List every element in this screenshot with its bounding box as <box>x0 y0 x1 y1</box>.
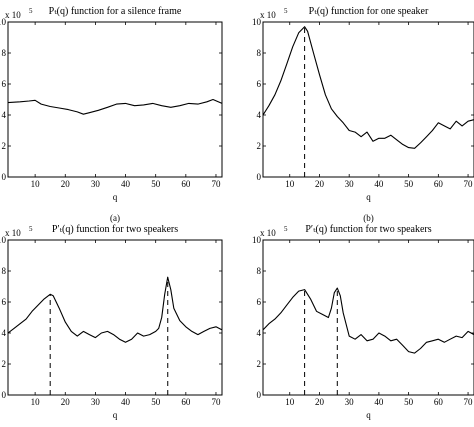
x-tick-label: 30 <box>345 179 355 189</box>
y-tick-label: 2 <box>2 359 7 369</box>
x-tick-label: 50 <box>404 179 414 189</box>
x-tick-label: 20 <box>315 179 325 189</box>
x-tick-label: 40 <box>374 179 384 189</box>
y-exponent-power: 5 <box>29 225 33 233</box>
series-line <box>7 276 223 343</box>
series-line <box>262 26 474 149</box>
x-tick-label: 60 <box>181 397 191 407</box>
x-tick-label: 10 <box>31 397 41 407</box>
chart-title: P′ₜ(q) function for two speakers <box>52 224 178 235</box>
x-tick-label: 10 <box>31 179 41 189</box>
y-tick-label: 0 <box>257 172 262 182</box>
x-tick-label: 70 <box>464 179 474 189</box>
x-tick-label: 60 <box>434 179 444 189</box>
y-exponent-power: 5 <box>284 225 288 233</box>
y-tick-label: 2 <box>257 141 262 151</box>
plot-frame <box>7 239 223 396</box>
plot-frame <box>7 21 223 178</box>
x-tick-label: 60 <box>181 179 191 189</box>
plot-frame <box>262 239 474 396</box>
x-tick-label: 20 <box>61 179 71 189</box>
y-tick-label: 4 <box>257 328 262 338</box>
y-tick-label: 2 <box>2 141 7 151</box>
panel-caption: (b) <box>363 213 374 223</box>
x-axis-label: q <box>113 410 118 420</box>
x-tick-label: 70 <box>211 179 221 189</box>
x-tick-label: 50 <box>151 179 161 189</box>
x-axis-label: q <box>366 410 371 420</box>
series-line <box>262 287 474 354</box>
y-tick-label: 6 <box>2 79 7 89</box>
y-tick-label: 6 <box>257 297 262 307</box>
y-tick-label: 8 <box>257 266 262 276</box>
y-exponent-label: x 10 <box>5 228 21 238</box>
y-tick-label: 10 <box>252 235 262 245</box>
x-tick-label: 70 <box>211 397 221 407</box>
x-tick-label: 10 <box>285 179 295 189</box>
y-exponent-label: x 10 <box>5 10 21 20</box>
y-tick-label: 10 <box>0 235 7 245</box>
y-tick-label: 0 <box>2 390 7 400</box>
y-tick-label: 8 <box>2 48 7 58</box>
x-tick-label: 50 <box>404 397 414 407</box>
y-tick-label: 10 <box>0 17 7 27</box>
chart-title: Pₜ(q) function for one speaker <box>309 6 429 17</box>
x-tick-label: 40 <box>121 397 131 407</box>
y-tick-label: 2 <box>257 359 262 369</box>
chart-title: P′ₜ(q) function for two speakers <box>305 224 431 235</box>
x-tick-label: 20 <box>61 397 71 407</box>
y-exponent-label: x 10 <box>260 228 276 238</box>
x-tick-label: 30 <box>91 397 101 407</box>
y-tick-label: 4 <box>2 328 7 338</box>
series-line <box>7 98 223 115</box>
y-tick-label: 8 <box>2 266 7 276</box>
y-tick-label: 6 <box>257 79 262 89</box>
x-axis-label: q <box>366 192 371 202</box>
y-exponent-power: 5 <box>29 7 33 15</box>
x-tick-label: 30 <box>345 397 355 407</box>
chart-title: Pₜ(q) function for a silence frame <box>49 6 182 17</box>
plot-frame <box>262 21 474 178</box>
x-tick-label: 40 <box>374 397 384 407</box>
y-exponent-power: 5 <box>284 7 288 15</box>
x-tick-label: 40 <box>121 179 131 189</box>
y-tick-label: 0 <box>257 390 262 400</box>
x-tick-label: 20 <box>315 397 325 407</box>
x-tick-label: 10 <box>285 397 295 407</box>
panel-caption: (a) <box>110 213 120 223</box>
x-tick-label: 60 <box>434 397 444 407</box>
y-tick-label: 10 <box>252 17 262 27</box>
y-tick-label: 6 <box>2 297 7 307</box>
y-tick-label: 4 <box>2 110 7 120</box>
y-tick-label: 0 <box>2 172 7 182</box>
x-tick-label: 70 <box>464 397 474 407</box>
y-tick-label: 8 <box>257 48 262 58</box>
y-exponent-label: x 10 <box>260 10 276 20</box>
x-axis-label: q <box>113 192 118 202</box>
y-tick-label: 4 <box>257 110 262 120</box>
x-tick-label: 50 <box>151 397 161 407</box>
x-tick-label: 30 <box>91 179 101 189</box>
